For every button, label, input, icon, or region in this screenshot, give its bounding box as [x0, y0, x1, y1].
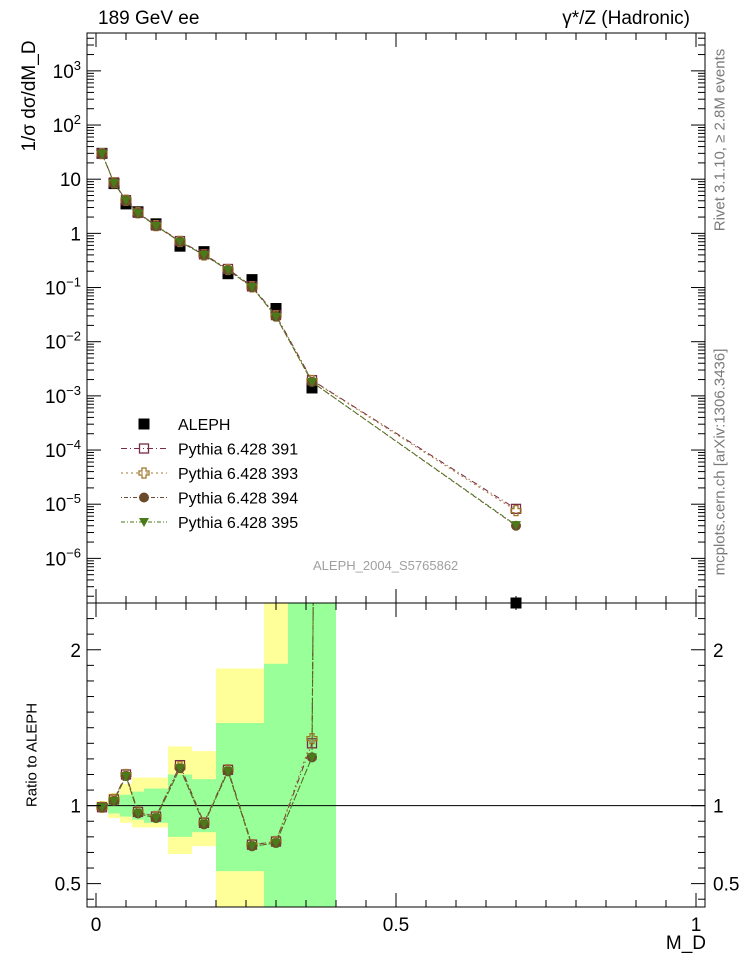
main-point-pythia-6-428-395	[133, 209, 143, 219]
ratio-line-pythia-6-428-395	[101, 602, 314, 847]
ratio-inner-band-8	[264, 663, 288, 907]
ratio-point-pythia-6-428-395	[271, 839, 281, 849]
ratio-y-tick-label-right: 2	[713, 641, 724, 662]
main-point-aleph	[246, 274, 258, 286]
header-right-label: γ*/Z (Hadronic)	[562, 8, 690, 29]
watermark-label: ALEPH_2004_S5765862	[313, 558, 459, 573]
main-point-pythia-6-428-395	[307, 378, 317, 388]
ratio-point-pythia-6-428-395	[121, 772, 131, 782]
main-point-aleph	[270, 303, 282, 315]
main-point-pythia-6-428-395	[199, 250, 209, 260]
legend-label-aleph: ALEPH	[178, 417, 230, 434]
x-axis-label: M_D	[665, 933, 706, 954]
ratio-y-tick-label: 2	[70, 641, 81, 662]
main-y-tick-label: 10−6	[45, 545, 81, 570]
legend-marker-pythia-6-428-395	[139, 518, 149, 527]
main-point-pythia-6-428-395	[247, 283, 257, 293]
main-point-pythia-6-428-395	[271, 312, 281, 322]
main-y-tick-label: 10−5	[45, 491, 81, 516]
main-y-tick-label: 10	[60, 170, 81, 191]
main-point-pythia-6-428-395	[175, 237, 185, 247]
ratio-y-tick-label-right: 1	[713, 797, 724, 818]
header-left-label: 189 GeV ee	[98, 8, 200, 29]
main-y-tick-label: 103	[53, 58, 81, 83]
legend-label-pythia-6-428-395: Pythia 6.428 395	[178, 515, 298, 532]
main-y-tick-label: 10−1	[45, 275, 81, 300]
legend-label-pythia-6-428-394: Pythia 6.428 394	[178, 491, 298, 508]
main-y-axis-label: 1/σ dσ/dM_D	[19, 40, 41, 151]
x-tick-label: 1	[691, 915, 702, 936]
ratio-point-pythia-6-428-395	[133, 809, 143, 819]
main-point-pythia-6-428-395	[109, 179, 119, 189]
legend-marker-aleph	[138, 418, 150, 430]
ratio-line-pythia-6-428-393	[101, 602, 314, 846]
ratio-y-tick-label: 0.5	[55, 875, 81, 896]
rivet-version-label: Rivet 3.1.10, ≥ 2.8M events	[711, 48, 729, 232]
main-point-pythia-6-428-395	[121, 196, 131, 206]
ratio-point-pythia-6-428-395	[175, 764, 185, 774]
ratio-point-pythia-6-428-395	[199, 820, 209, 830]
ratio-point-pythia-6-428-393	[306, 732, 318, 745]
main-y-tick-label: 10−2	[45, 329, 81, 354]
ratio-point-pythia-6-428-395	[247, 842, 257, 852]
ratio-y-tick-label-right: 0.5	[713, 875, 739, 896]
x-tick-label: 0.5	[383, 915, 409, 936]
main-point-pythia-6-428-395	[511, 521, 521, 531]
legend-marker-pythia-6-428-391	[138, 443, 150, 454]
ratio-point-pythia-6-428-395	[109, 796, 119, 806]
main-y-tick-label: 102	[53, 112, 81, 137]
main-point-aleph	[306, 382, 318, 394]
main-line-pythia-6-428-391	[101, 153, 517, 510]
x-tick-label: 0	[91, 915, 102, 936]
legend-marker-pythia-6-428-394	[139, 492, 149, 503]
legend-label-pythia-6-428-393: Pythia 6.428 393	[178, 466, 298, 483]
ratio-point-pythia-6-428-395	[307, 753, 317, 763]
ratio-y-axis-label: Ratio to ALEPH	[23, 702, 41, 808]
ratio-point-pythia-6-428-395	[151, 814, 161, 824]
legend-label-pythia-6-428-391: Pythia 6.428 391	[178, 442, 298, 459]
main-point-pythia-6-428-395	[151, 221, 161, 231]
main-y-axis-label-text: 1/σ dσ/dM_D	[19, 40, 40, 152]
ratio-point-pythia-6-428-395	[223, 767, 233, 777]
main-y-tick-label: 10−3	[45, 383, 81, 408]
ratio-y-tick-label: 1	[70, 797, 81, 818]
main-point-pythia-6-428-393	[510, 505, 522, 517]
main-point-pythia-6-428-395	[223, 266, 233, 276]
main-line-pythia-6-428-393	[101, 153, 517, 512]
mcplots-source-label: mcplots.cern.ch [arXiv:1306.3436]	[711, 348, 729, 576]
main-y-tick-label: 1	[70, 224, 81, 245]
main-point-pythia-6-428-395	[97, 149, 107, 159]
legend-marker-pythia-6-428-393	[138, 467, 150, 479]
main-y-tick-label: 10−4	[45, 437, 81, 462]
